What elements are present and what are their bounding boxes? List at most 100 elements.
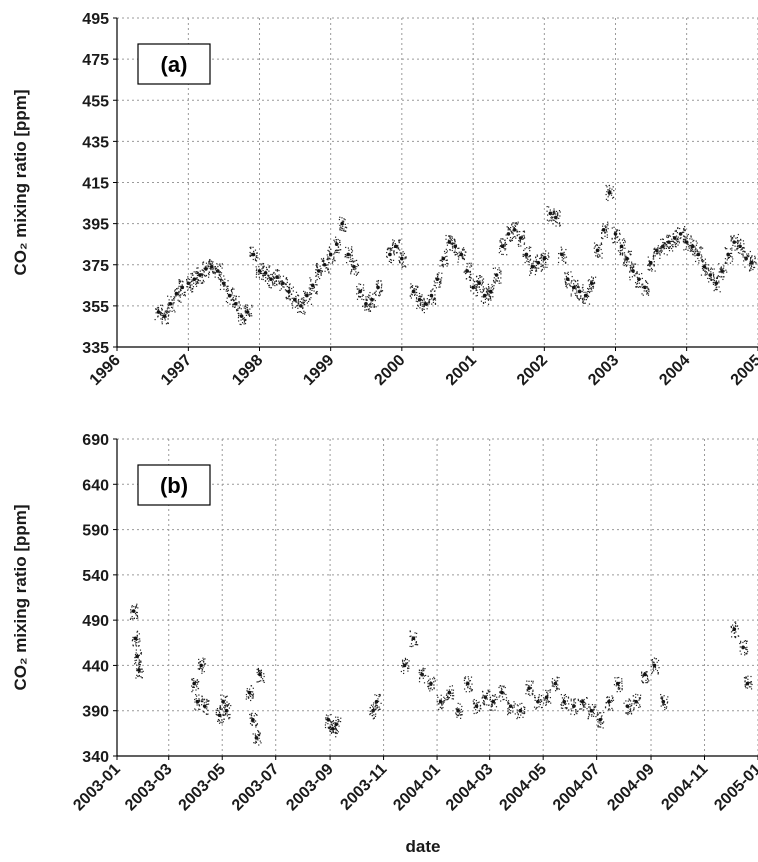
data-point (379, 292, 381, 294)
data-point (665, 245, 667, 247)
data-point (514, 222, 516, 224)
data-point (616, 677, 618, 679)
data-point (280, 283, 282, 285)
data-point (676, 238, 679, 240)
data-point (199, 708, 201, 711)
data-point (196, 282, 199, 284)
data-point (746, 687, 749, 689)
data-point (616, 230, 618, 232)
data-point (138, 666, 140, 668)
data-point (205, 713, 207, 715)
data-point (278, 269, 280, 272)
data-point (163, 316, 165, 318)
data-point (578, 290, 580, 292)
data-point (618, 685, 620, 687)
data-point (746, 255, 748, 257)
data-point (460, 711, 462, 713)
data-point (601, 252, 603, 254)
data-point (429, 688, 431, 690)
data-point (161, 323, 163, 325)
data-point (601, 243, 603, 246)
data-point (256, 714, 258, 716)
data-point (302, 299, 304, 301)
data-point (192, 277, 197, 281)
data-point (310, 297, 312, 299)
data-point (183, 294, 185, 296)
data-point (544, 266, 546, 268)
data-point (605, 702, 607, 704)
data-point (726, 271, 728, 273)
data-point (341, 229, 343, 231)
data-point (718, 286, 720, 288)
data-point (428, 301, 431, 303)
data-point (680, 237, 682, 239)
data-point (744, 256, 746, 258)
data-point (320, 267, 322, 270)
data-point (611, 227, 613, 229)
data-point (502, 693, 504, 695)
x-tick-label: 2004-07 (550, 761, 604, 815)
data-point (399, 249, 401, 251)
data-point (447, 698, 449, 700)
data-point (482, 703, 485, 705)
data-point (213, 271, 215, 273)
data-point (708, 277, 711, 280)
data-point (558, 688, 560, 690)
data-point (626, 261, 628, 264)
data-point (288, 288, 291, 290)
data-point (457, 261, 459, 263)
data-point (718, 280, 720, 282)
data-point (538, 696, 540, 698)
data-point (297, 311, 299, 314)
data-point (621, 682, 623, 684)
data-point (286, 277, 288, 279)
data-point (720, 271, 722, 273)
data-point (619, 249, 621, 252)
data-point (459, 714, 462, 716)
data-point (566, 707, 568, 709)
data-point (130, 610, 132, 612)
data-point (646, 290, 648, 292)
data-point (516, 709, 518, 711)
data-point (519, 703, 521, 705)
data-point (331, 262, 333, 264)
data-point (367, 296, 369, 298)
data-point (257, 673, 259, 676)
data-point (608, 705, 610, 707)
data-point (646, 291, 648, 294)
data-point (597, 250, 600, 252)
data-point (596, 712, 599, 714)
data-point (647, 264, 649, 266)
data-point (434, 285, 436, 287)
data-point (631, 266, 633, 268)
data-point (249, 313, 251, 315)
data-point (132, 645, 134, 647)
data-point (737, 247, 739, 249)
data-point (441, 260, 443, 263)
data-point (456, 716, 458, 718)
data-point (441, 702, 443, 705)
data-point (157, 306, 160, 309)
data-point (463, 677, 466, 679)
data-point (565, 708, 568, 710)
data-point (647, 256, 649, 258)
data-point (255, 741, 257, 743)
data-point (492, 267, 494, 270)
data-point (653, 657, 656, 659)
data-point (519, 239, 522, 242)
data-point (362, 305, 364, 308)
data-point (197, 701, 200, 703)
data-point (275, 269, 277, 271)
data-point (697, 253, 699, 255)
data-point (433, 684, 435, 686)
data-point (376, 280, 378, 282)
data-point (393, 244, 398, 249)
data-point (273, 282, 276, 284)
data-point (588, 710, 590, 712)
data-point (356, 259, 358, 262)
data-point (327, 257, 329, 259)
data-point (612, 709, 614, 711)
data-point (433, 676, 435, 678)
data-point (631, 703, 633, 705)
data-point (256, 255, 258, 257)
